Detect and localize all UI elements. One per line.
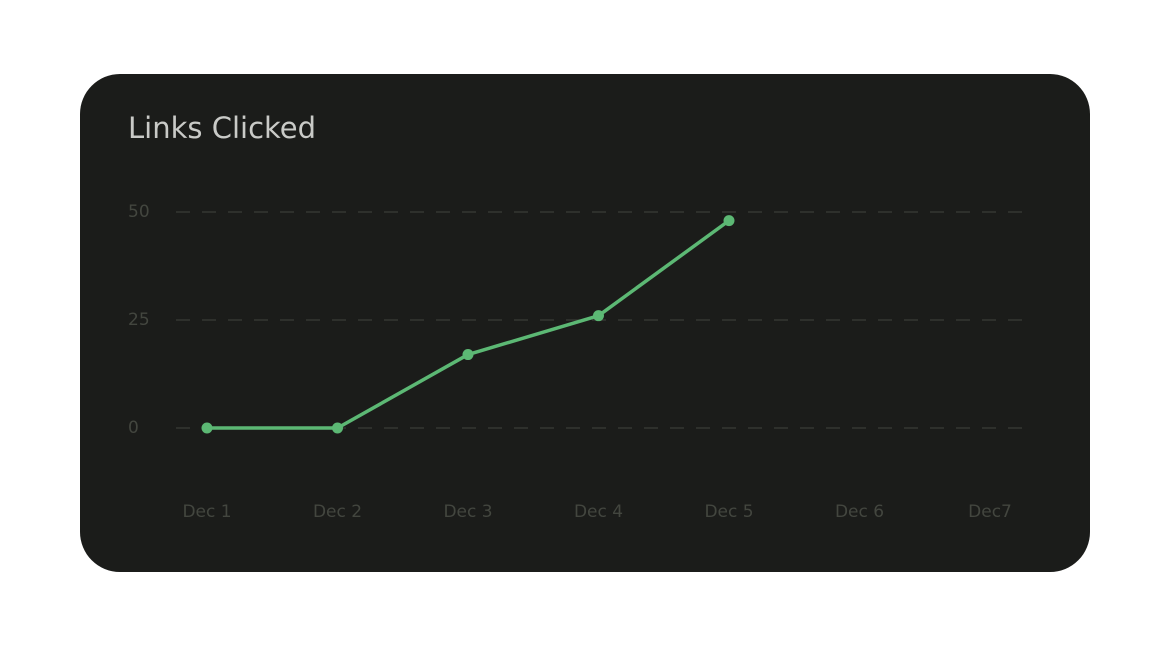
point	[201, 422, 213, 434]
y-tick-label: 25	[128, 310, 150, 330]
x-tick-label: Dec 1	[182, 502, 231, 522]
x-tick-label: Dec 2	[313, 502, 362, 522]
x-tick-label: Dec7	[968, 502, 1012, 522]
y-tick-label: 50	[128, 202, 150, 222]
chart-title: Links Clicked	[128, 111, 316, 145]
x-tick-label: Dec 4	[574, 502, 623, 522]
card	[80, 74, 1090, 572]
point	[332, 422, 343, 434]
x-tick-label: Dec 5	[704, 502, 753, 522]
x-tick-label: Dec 6	[835, 502, 884, 522]
point	[593, 310, 604, 322]
point	[723, 215, 735, 227]
x-tick-label: Dec 3	[443, 502, 492, 522]
point	[462, 349, 474, 361]
y-tick-label: 0	[128, 418, 139, 438]
